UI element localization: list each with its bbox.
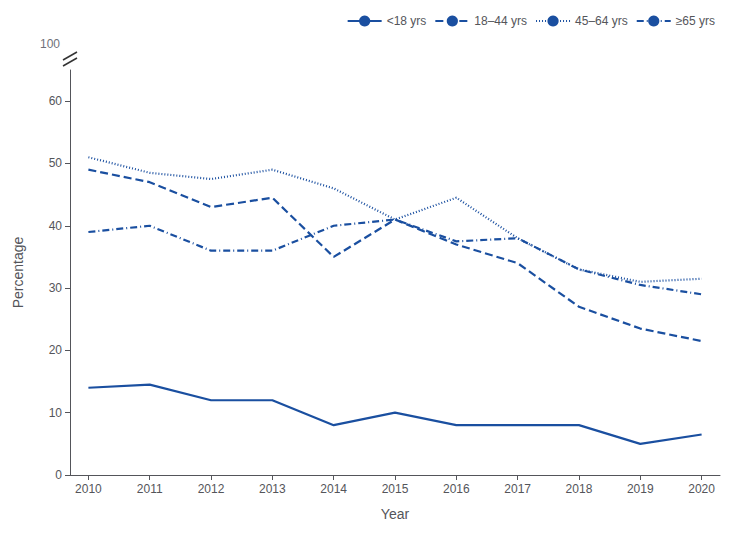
svg-text:2015: 2015 [382, 482, 409, 496]
svg-text:45–64 yrs: 45–64 yrs [575, 14, 628, 28]
svg-text:30: 30 [49, 281, 63, 295]
svg-text:2016: 2016 [443, 482, 470, 496]
svg-text:18–44 yrs: 18–44 yrs [474, 14, 527, 28]
svg-text:Year: Year [381, 506, 410, 522]
svg-text:2014: 2014 [320, 482, 347, 496]
svg-text:≥65 yrs: ≥65 yrs [676, 14, 715, 28]
svg-text:20: 20 [49, 343, 63, 357]
svg-text:<18 yrs: <18 yrs [387, 14, 427, 28]
svg-text:2019: 2019 [627, 482, 654, 496]
svg-text:2017: 2017 [504, 482, 531, 496]
svg-text:100: 100 [40, 37, 60, 51]
svg-text:60: 60 [49, 94, 63, 108]
svg-text:2013: 2013 [259, 482, 286, 496]
svg-text:2011: 2011 [137, 482, 163, 496]
svg-text:10: 10 [49, 406, 63, 420]
svg-text:40: 40 [49, 219, 63, 233]
svg-text:Percentage: Percentage [10, 236, 26, 308]
svg-text:2020: 2020 [688, 482, 715, 496]
svg-text:2012: 2012 [198, 482, 225, 496]
svg-text:2018: 2018 [566, 482, 593, 496]
svg-text:2010: 2010 [75, 482, 102, 496]
svg-text:50: 50 [49, 156, 63, 170]
svg-text:0: 0 [55, 468, 62, 482]
